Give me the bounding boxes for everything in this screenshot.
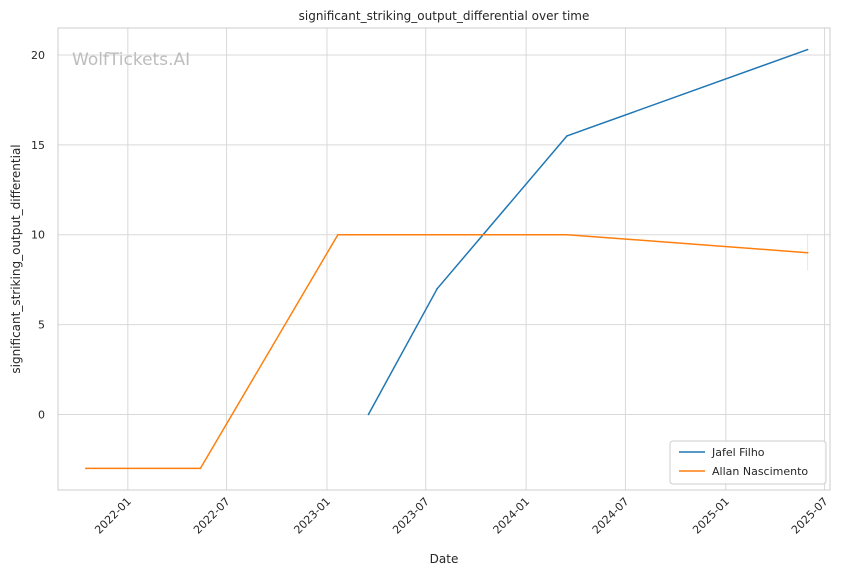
y-tick-label: 0	[38, 408, 45, 421]
y-tick-label: 15	[31, 139, 45, 152]
x-axis-label: Date	[430, 552, 459, 566]
plot-frame	[57, 27, 831, 491]
data-point-allan-nascimento	[199, 467, 202, 470]
data-point-jafel-filho	[367, 413, 370, 416]
data-point-jafel-filho	[566, 135, 568, 137]
y-axis-label: significant_striking_output_differential	[9, 144, 23, 373]
y-tick-label: 20	[31, 49, 45, 62]
watermark-text: WolfTickets.AI	[72, 50, 190, 70]
grid-lines	[58, 28, 830, 490]
data-point-allan-nascimento	[566, 233, 568, 236]
data-point-allan-nascimento	[337, 233, 339, 236]
legend-label-jafel-filho: Jafel Filho	[711, 446, 765, 459]
y-tick-label: 10	[31, 229, 45, 242]
legend-box	[669, 440, 827, 485]
series-lines	[85, 48, 809, 470]
legend-label-allan-nascimento: Allan Nascimento	[712, 465, 808, 478]
data-point-jafel-filho	[806, 48, 809, 51]
legend: Jafel Filho Allan Nascimento	[669, 440, 827, 485]
data-point-allan-nascimento	[85, 467, 87, 470]
chart-title: significant_striking_output_differential…	[299, 9, 590, 23]
y-tick-label: 5	[38, 319, 45, 332]
data-point-allan-nascimento	[806, 251, 809, 254]
series-line-jafel-filho	[367, 48, 808, 415]
data-point-jafel-filho	[436, 287, 438, 290]
